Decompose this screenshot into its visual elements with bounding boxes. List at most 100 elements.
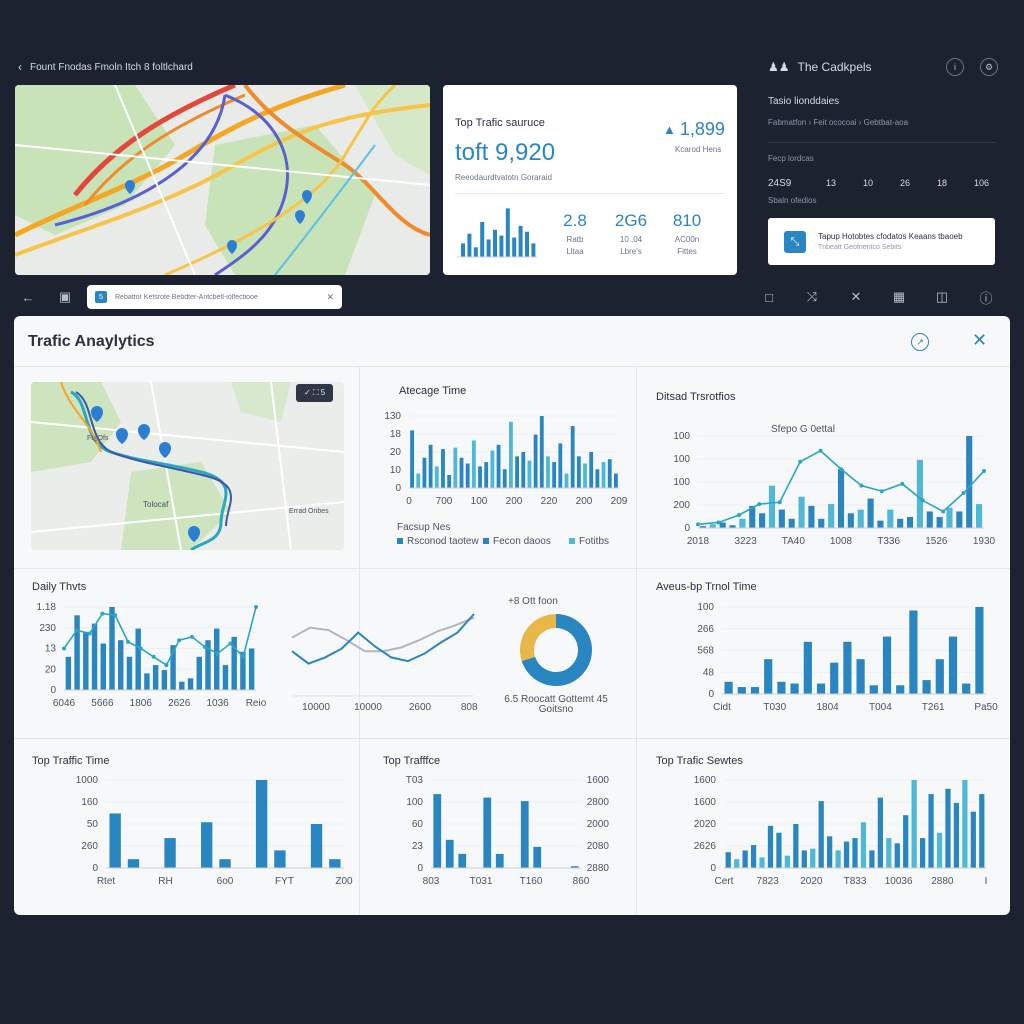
bar: [447, 475, 452, 488]
y-tick-label: 100: [673, 454, 690, 465]
line-point: [941, 509, 946, 514]
search-input[interactable]: Rebattor Ketsrote Bebdter-Antcbetl-iolfe…: [115, 293, 258, 301]
bar: [219, 859, 231, 868]
bar: [709, 524, 716, 528]
bar: [607, 459, 612, 488]
line-point: [100, 611, 105, 616]
top-traffic-time-chart: Top Traffic Time 1000 160 50 260 0 Rtet RH 6o0 FY…: [32, 755, 353, 887]
x-tick-label: T833: [844, 876, 867, 887]
bar: [126, 656, 133, 690]
daily-chart: Daily Thvts 1.18 230 13 20 0 6046 5666 1806 2626 1…: [32, 581, 267, 709]
bar: [422, 457, 427, 488]
bar: [784, 855, 791, 868]
y-tick-label: 0: [417, 863, 423, 874]
x-tick-label: Cidt: [713, 702, 731, 713]
info-icon[interactable]: i: [946, 58, 964, 76]
panel-close-icon[interactable]: ✕: [972, 330, 988, 350]
bar: [724, 681, 733, 694]
bar: [445, 839, 454, 868]
traffic-sources-card[interactable]: Top Trafic sauruce toft 9,920 ▲ 1,899 Kc…: [443, 85, 737, 275]
mini-bar: [518, 225, 523, 257]
bar: [434, 466, 439, 488]
search-close-icon[interactable]: ✕: [326, 291, 334, 302]
metric-0: 2.8 Ratb Lltaa: [558, 211, 592, 256]
x-tick-label: 860: [573, 876, 590, 887]
y-tick-label: 13: [45, 644, 57, 655]
side-subnav[interactable]: Fabmatfon › Feit ococoai › Gebtbat-aoa: [768, 118, 909, 127]
bar: [91, 623, 98, 690]
info-circle-icon[interactable]: ⓘ: [979, 290, 993, 306]
bar: [886, 838, 892, 868]
y-tick-label: 0: [50, 685, 56, 696]
line-point: [777, 500, 782, 505]
top-traffic-chart: Top Trafffce T03 100 60 23 0 1600 2800 2000 2080 2…: [383, 755, 610, 887]
x-tick-label: 200: [576, 496, 593, 507]
bar: [966, 436, 973, 528]
x-tick-label: 0: [406, 496, 412, 507]
route-pin-icons: [91, 406, 200, 542]
metric-label: AC00n: [674, 235, 700, 244]
y-tick-label: 50: [87, 819, 99, 830]
clock-icon[interactable]: ↗: [911, 333, 929, 351]
bar: [790, 683, 799, 694]
bar: [737, 687, 746, 694]
notice-line1: Tapup Hotobtes cfodatos Keaans tbaoeb: [818, 232, 963, 241]
back-arrow-icon[interactable]: ←: [21, 289, 35, 305]
metric-sublabel: Lbre's: [620, 247, 642, 256]
overview-map[interactable]: [15, 85, 430, 275]
x-tick-label: 3223: [735, 536, 758, 547]
x-tick-label: 1806: [130, 698, 153, 709]
metric-value: 810: [672, 211, 702, 230]
close-icon[interactable]: ✕: [850, 289, 862, 304]
bar: [788, 518, 795, 528]
side-section-title: Tasio lionddaies: [768, 96, 840, 107]
mini-bar: [486, 239, 491, 257]
search-bar[interactable]: 5 Rebattor Ketsrote Bebdter-Antcbetl-iol…: [87, 285, 342, 309]
panel-icon[interactable]: ◫: [935, 289, 949, 304]
bar: [837, 469, 845, 528]
y-right-tick-label: 2880: [587, 863, 610, 874]
notice-card[interactable]: ⤡ Tapup Hotobtes cfodatos Keaans tbaoeb …: [768, 218, 995, 265]
bar: [956, 511, 963, 528]
sidebar-icon[interactable]: ▣: [58, 289, 72, 304]
map-label-1: Tolocaf: [143, 500, 169, 509]
bar: [970, 811, 976, 868]
bar: [759, 513, 766, 528]
bar: [897, 518, 904, 528]
y-tick-label: 1600: [694, 797, 717, 808]
metric-label: 10 ,04: [619, 235, 643, 244]
bar: [922, 680, 931, 694]
bar: [570, 426, 575, 488]
back-chevron-icon[interactable]: ‹: [18, 60, 22, 74]
side-stat: 24S9: [768, 178, 792, 189]
map-controls[interactable]: ✓ ⛶ 5: [296, 384, 334, 402]
bar: [170, 645, 176, 690]
bar: [274, 850, 286, 868]
bar: [65, 656, 72, 690]
donut-slice: [521, 614, 592, 686]
bar: [810, 848, 816, 868]
bar: [776, 832, 782, 868]
y-tick-label: 20: [390, 447, 402, 458]
side-stat: 18: [937, 178, 948, 188]
route-map[interactable]: Tolocaf Errad Onbes Ft¿Ofs ✓ ⛶ 5: [31, 382, 344, 550]
square-icon[interactable]: □: [765, 289, 773, 305]
settings-icon[interactable]: ⚙: [980, 58, 998, 76]
metric-sublabel: Fittes: [677, 247, 697, 256]
bar: [570, 866, 579, 868]
bar: [750, 687, 760, 694]
y-tick-label: T03: [406, 775, 424, 786]
metric-label: Ratb: [566, 235, 584, 244]
bar: [533, 434, 538, 488]
shuffle-icon[interactable]: ⤨: [806, 289, 818, 304]
side-stat: 10: [863, 178, 874, 188]
bar: [459, 457, 464, 488]
x-tick-label: T160: [520, 876, 543, 887]
bar: [527, 460, 532, 488]
x-tick-label: 10036: [885, 876, 913, 887]
legend-swatch: [483, 538, 489, 544]
grid-icon[interactable]: ▦: [892, 289, 906, 304]
line-point: [228, 641, 233, 646]
x-tick-label: 1008: [830, 536, 853, 547]
map-pin-icons: [125, 180, 312, 254]
